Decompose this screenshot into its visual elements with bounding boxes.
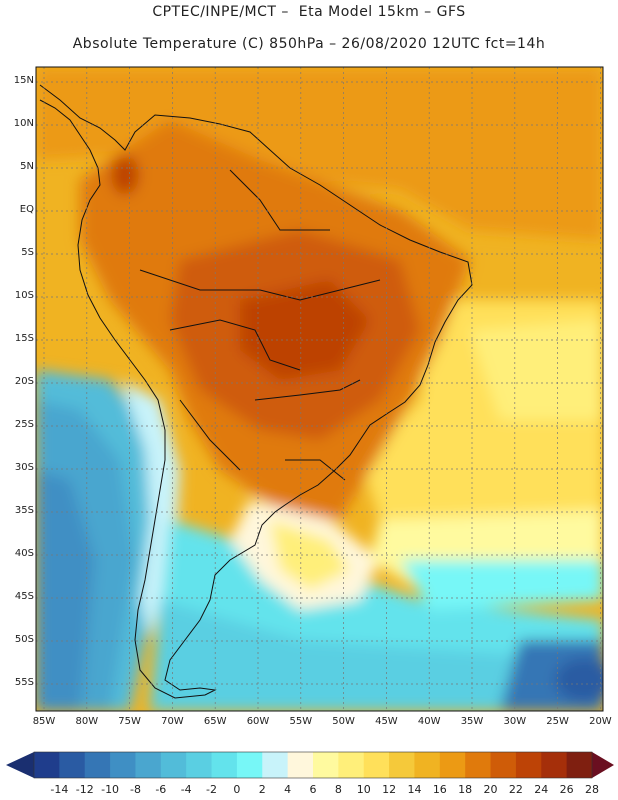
colorbar-label: -12 bbox=[75, 783, 94, 796]
lat-label: 50S bbox=[14, 634, 34, 645]
coastline bbox=[39, 84, 473, 699]
lat-label: 15N bbox=[13, 75, 34, 86]
colorbar-swatch bbox=[541, 752, 568, 778]
lat-label: 10N bbox=[13, 118, 34, 129]
colorbar-swatch bbox=[566, 752, 593, 778]
colorbar-swatch bbox=[84, 752, 111, 778]
colorbar-label: 8 bbox=[334, 783, 342, 796]
colorbar-swatch bbox=[414, 752, 441, 778]
lon-label: 35W bbox=[460, 716, 484, 727]
lon-label: 60W bbox=[246, 716, 270, 727]
lon-label: 70W bbox=[161, 716, 184, 727]
lon-label: 45W bbox=[375, 716, 398, 727]
lat-label: 5N bbox=[20, 161, 34, 172]
colorbar-min-arrow bbox=[6, 752, 34, 778]
colorbar-label: -6 bbox=[155, 783, 167, 796]
colorbar-swatch bbox=[363, 752, 390, 778]
lon-label: 30W bbox=[503, 716, 527, 727]
lat-label: 25S bbox=[14, 419, 34, 430]
colorbar-label: -8 bbox=[129, 783, 141, 796]
lon-label: 50W bbox=[332, 716, 355, 727]
colorbar-swatch bbox=[135, 752, 162, 778]
colorbar-label: 12 bbox=[382, 783, 397, 796]
colorbar-label: 26 bbox=[559, 783, 574, 796]
lat-label: 45S bbox=[14, 591, 34, 602]
lon-label: 55W bbox=[289, 716, 313, 727]
lon-label: 85W bbox=[32, 716, 56, 727]
colorbar-swatch bbox=[389, 752, 415, 778]
colorbar-label: 2 bbox=[258, 783, 266, 796]
lon-label: 40W bbox=[417, 716, 441, 727]
colorbar-swatch bbox=[186, 752, 213, 778]
colorbar bbox=[6, 751, 614, 779]
colorbar-label: -10 bbox=[101, 783, 120, 796]
lat-label: 30S bbox=[14, 462, 34, 473]
colorbar-swatch bbox=[287, 752, 314, 778]
lon-label: 65W bbox=[203, 716, 227, 727]
lat-label: 40S bbox=[14, 548, 34, 559]
lat-label: 10S bbox=[14, 290, 34, 301]
colorbar-label: 22 bbox=[508, 783, 523, 796]
colorbar-label: -14 bbox=[50, 783, 69, 796]
temperature-field bbox=[36, 67, 603, 711]
map-title-line2: Absolute Temperature (C) 850hPa – 26/08/… bbox=[72, 36, 546, 52]
colorbar-label: 18 bbox=[458, 783, 473, 796]
colorbar-label: 6 bbox=[309, 783, 317, 796]
colorbar-label: 16 bbox=[432, 783, 447, 796]
colorbar-swatch bbox=[338, 752, 365, 778]
colorbar-label: 4 bbox=[284, 783, 292, 796]
colorbar-swatch bbox=[236, 752, 263, 778]
colorbar-swatch bbox=[490, 752, 517, 778]
colorbar-max-arrow bbox=[592, 752, 614, 778]
colorbar-swatch bbox=[439, 752, 466, 778]
colorbar-swatch bbox=[160, 752, 187, 778]
colorbar-swatch bbox=[262, 752, 289, 778]
map-title-line1: CPTEC/INPE/MCT – Eta Model 15km – GFS bbox=[152, 4, 466, 20]
lat-label: 15S bbox=[14, 333, 34, 344]
colorbar-swatch bbox=[313, 752, 339, 778]
colorbar-label: 20 bbox=[483, 783, 498, 796]
lat-label: 20S bbox=[14, 376, 34, 387]
lat-label: 35S bbox=[14, 505, 34, 516]
lon-label: 80W bbox=[75, 716, 99, 727]
lon-label: 20W bbox=[589, 716, 612, 727]
lat-label: 5S bbox=[21, 247, 34, 258]
colorbar-label: 28 bbox=[585, 783, 599, 796]
colorbar-label: -4 bbox=[180, 783, 192, 796]
graticule bbox=[36, 67, 603, 711]
colorbar-swatch bbox=[211, 752, 238, 778]
lon-label: 75W bbox=[118, 716, 141, 727]
colorbar-label: 10 bbox=[356, 783, 371, 796]
map-frame bbox=[35, 66, 604, 712]
colorbar-swatch bbox=[34, 752, 60, 778]
lon-label: 25W bbox=[546, 716, 569, 727]
colorbar-label: 0 bbox=[233, 783, 241, 796]
colorbar-label: 24 bbox=[534, 783, 549, 796]
colorbar-swatch bbox=[465, 752, 492, 778]
colorbar-swatch bbox=[515, 752, 542, 778]
lat-label: EQ bbox=[19, 204, 34, 215]
colorbar-swatch bbox=[59, 752, 86, 778]
lat-label: 55S bbox=[14, 677, 34, 688]
colorbar-swatch bbox=[110, 752, 136, 778]
colorbar-label: -2 bbox=[206, 783, 218, 796]
colorbar-label: 14 bbox=[407, 783, 422, 796]
